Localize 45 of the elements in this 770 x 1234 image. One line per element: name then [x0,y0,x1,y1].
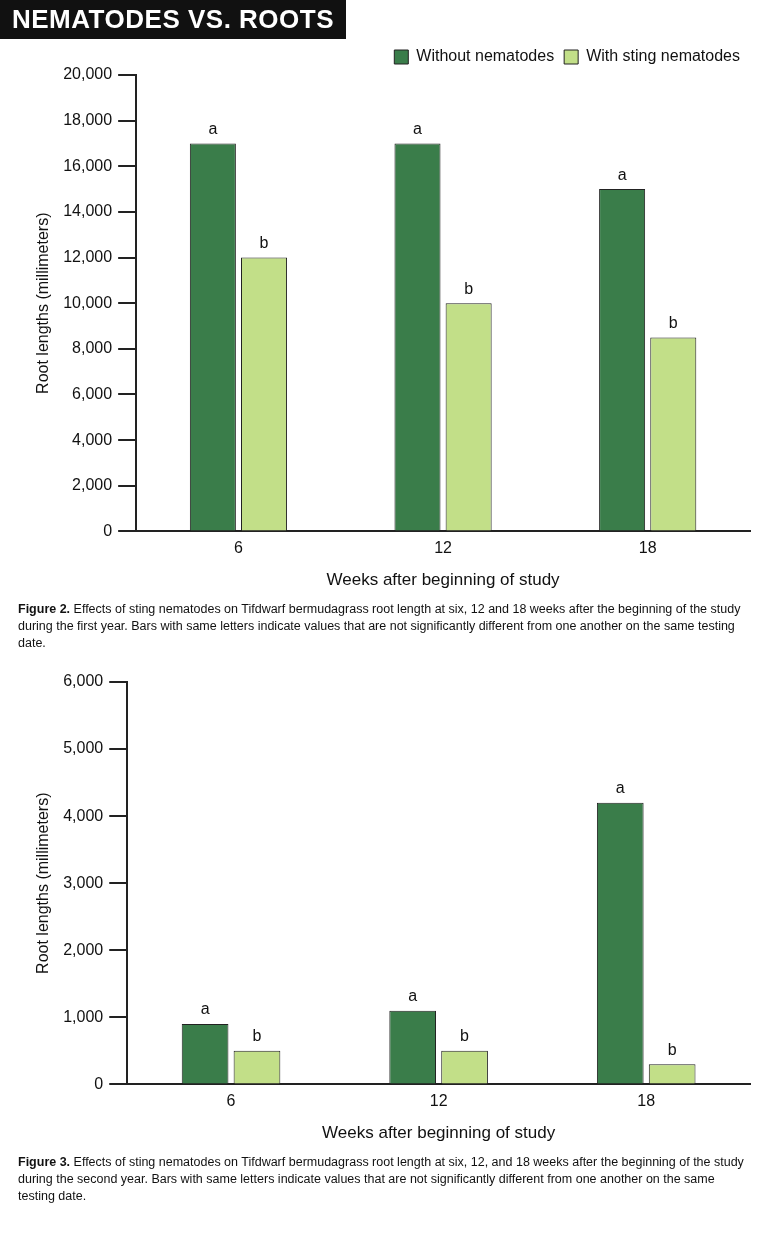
y-tick-label: 6,000 [72,384,113,402]
y-tick-label: 2,000 [72,476,113,494]
x-axis-title: Weeks after beginning of study [322,1123,556,1143]
y-tick-label: 5,000 [63,739,104,757]
data-label: a [615,779,625,797]
x-tick-label: 12 [429,1092,448,1110]
caption: Figure 3. Effects of sting nematodes on Tifdwarf bermudagrass root length at six, 12, and 18 weeks after the beginning of the study during the second year. Bars with same letters indicate values that are not significantly different from one another on the same testing date. [17,1154,745,1205]
data-label: a [408,987,418,1005]
caption: Figure 2. Effects of sting nematodes on Tifdwarf bermudagrass root length at six, 12 and 18 weeks after the beginning of the study during the first year. Bars with same letters indicate values that are not significantly different from one another on the same testing date. [17,601,742,652]
data-label: b [252,1027,262,1045]
y-tick-label: 6,000 [63,672,104,690]
y-tick-label: 1,000 [63,1007,104,1025]
legend-label: With sting nematodes [586,47,741,65]
data-label: a [200,1000,210,1018]
data-label: b [464,279,474,297]
y-tick-label: 20,000 [63,65,113,83]
data-label: b [668,313,678,331]
y-tick-label: 12,000 [63,247,113,265]
data-label: b [259,233,269,251]
x-tick-label: 6 [226,1092,236,1110]
y-tick-label: 4,000 [63,806,104,824]
x-tick-label: 12 [434,539,453,557]
y-axis-title: Root lengths (millimeters) [34,212,52,394]
y-tick-label: 16,000 [63,156,113,174]
data-label: a [208,119,218,137]
data-label: a [617,165,627,183]
y-tick-label: 4,000 [72,430,113,448]
legend-label: Without nematodes [416,47,555,65]
y-tick-label: 3,000 [63,873,104,891]
y-axis-title: Root lengths (millimeters) [34,792,52,974]
x-tick-label: 6 [233,539,243,557]
y-tick-label: 2,000 [63,940,104,958]
y-tick-label: 0 [94,1074,104,1092]
data-label: b [460,1027,470,1045]
y-tick-label: 0 [103,521,113,539]
x-tick-label: 18 [638,539,657,557]
chart-title: NEMATODES VS. ROOTS [0,0,347,39]
y-tick-label: 8,000 [72,339,113,357]
data-label: a [413,119,423,137]
x-axis-title: Weeks after beginning of study [326,570,561,590]
y-tick-label: 10,000 [63,293,113,311]
y-tick-label: 18,000 [63,111,113,129]
data-label: b [667,1040,677,1058]
x-tick-label: 18 [637,1092,656,1110]
y-tick-label: 14,000 [63,202,113,220]
